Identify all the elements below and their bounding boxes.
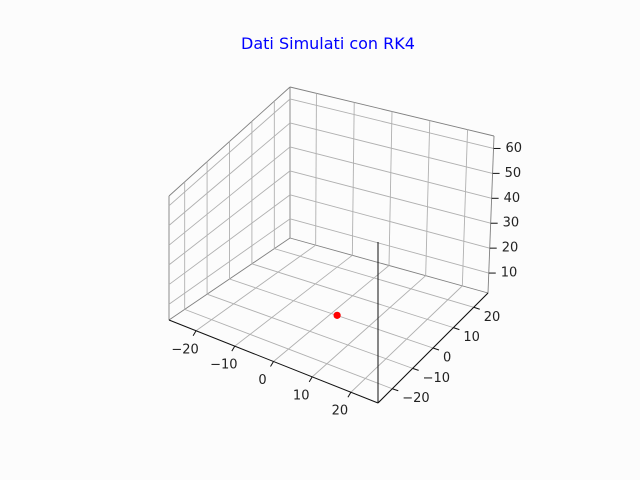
- y-tick: [432, 347, 440, 351]
- z-gridline: [289, 170, 491, 224]
- z-tick-label: 30: [503, 216, 520, 231]
- y-tick: [412, 367, 419, 371]
- x-gridline: [461, 129, 469, 286]
- x-tick: [270, 361, 274, 367]
- y-tick: [392, 388, 399, 392]
- y-gridline: [274, 248, 474, 308]
- chart-title: Dati Simulati con RK4: [241, 34, 415, 53]
- x-tick-label: −20: [171, 342, 198, 357]
- x-tick-label: 0: [258, 373, 266, 388]
- x-gridline: [315, 93, 317, 246]
- z-gridline: [168, 194, 291, 285]
- y-tick-label: −20: [402, 391, 429, 406]
- z-tick-label: 10: [501, 266, 518, 281]
- y-tick-label: 10: [463, 330, 480, 345]
- y-tick-label: 20: [484, 310, 501, 325]
- z-gridline: [168, 218, 291, 305]
- y-tick-label: −10: [423, 371, 450, 386]
- z-gridline: [289, 146, 492, 199]
- x-tick-label: −10: [210, 358, 237, 373]
- axes: −20 −10 0 10 20 −20 −10 0 10 20 10 20 30 40 50 60: [168, 141, 523, 419]
- y-gridline: [184, 308, 393, 390]
- gridlines: [168, 93, 494, 393]
- z-tick-label: 40: [504, 191, 521, 206]
- x-tick-label: 20: [332, 404, 349, 419]
- x-tick: [308, 376, 313, 383]
- z-gridline: [168, 146, 291, 246]
- x-tick: [192, 330, 197, 337]
- data-point: [333, 311, 341, 319]
- y-gridline: [229, 278, 434, 349]
- z-tick-label: 20: [502, 241, 519, 256]
- z-gridline: [168, 170, 291, 266]
- x-gridline: [351, 102, 355, 256]
- z-gridline: [289, 218, 489, 274]
- pane-edge: [487, 135, 495, 294]
- z-tick-label: 60: [506, 141, 523, 156]
- x-gridline: [425, 120, 431, 276]
- y-tick: [453, 327, 460, 331]
- z-gridline: [168, 98, 291, 207]
- z-gridline: [289, 98, 494, 149]
- x-tick-label: 10: [293, 388, 310, 403]
- y-tick: [473, 306, 480, 310]
- y-tick-label: 0: [443, 351, 451, 366]
- z-gridline: [289, 194, 490, 249]
- x-gridline: [388, 111, 393, 266]
- y-gridline: [251, 263, 454, 329]
- x-tick: [231, 345, 236, 352]
- x-tick: [347, 391, 352, 398]
- z-gridline: [168, 122, 291, 226]
- data-points: [333, 311, 341, 319]
- z-tick-label: 50: [505, 166, 522, 181]
- z-gridline: [289, 122, 493, 174]
